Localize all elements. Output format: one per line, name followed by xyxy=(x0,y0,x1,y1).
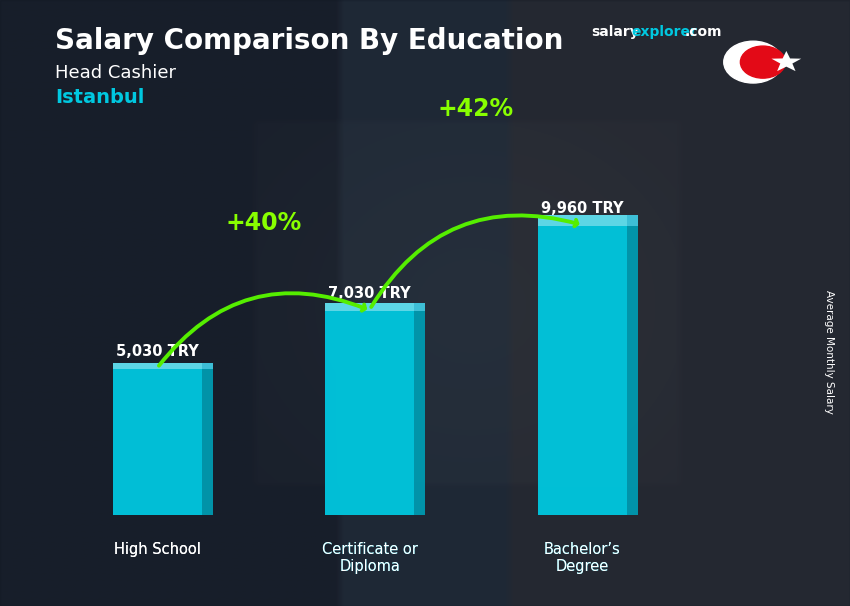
Text: Head Cashier: Head Cashier xyxy=(55,64,176,82)
Text: High School: High School xyxy=(114,542,201,557)
Text: Certificate or
Diploma: Certificate or Diploma xyxy=(322,542,417,574)
Polygon shape xyxy=(537,227,626,515)
Polygon shape xyxy=(414,303,425,311)
Text: Salary Comparison By Education: Salary Comparison By Education xyxy=(55,27,564,55)
Polygon shape xyxy=(414,311,425,515)
Text: High School: High School xyxy=(114,542,201,557)
Text: +42%: +42% xyxy=(438,97,514,121)
FancyArrowPatch shape xyxy=(159,293,365,365)
Text: .com: .com xyxy=(685,25,722,39)
Polygon shape xyxy=(626,215,638,227)
Polygon shape xyxy=(325,311,414,515)
Text: 5,030 TRY: 5,030 TRY xyxy=(116,344,199,359)
Text: salary: salary xyxy=(591,25,638,39)
Text: Certificate or
Diploma: Certificate or Diploma xyxy=(322,542,417,574)
Polygon shape xyxy=(112,369,202,515)
Text: Bachelor’s
Degree: Bachelor’s Degree xyxy=(544,542,620,574)
FancyArrowPatch shape xyxy=(371,215,577,307)
Polygon shape xyxy=(202,369,212,515)
Polygon shape xyxy=(325,303,414,311)
Polygon shape xyxy=(202,364,212,369)
Circle shape xyxy=(723,41,783,83)
Text: explorer: explorer xyxy=(632,25,697,39)
Text: 9,960 TRY: 9,960 TRY xyxy=(541,201,624,216)
Text: 7,030 TRY: 7,030 TRY xyxy=(328,287,411,301)
Text: +40%: +40% xyxy=(225,211,302,235)
Polygon shape xyxy=(537,215,626,227)
Text: Average Monthly Salary: Average Monthly Salary xyxy=(824,290,834,413)
Polygon shape xyxy=(112,364,202,369)
Text: Istanbul: Istanbul xyxy=(55,88,144,107)
Polygon shape xyxy=(772,51,802,71)
Circle shape xyxy=(740,46,785,78)
Text: Bachelor’s
Degree: Bachelor’s Degree xyxy=(544,542,620,574)
Polygon shape xyxy=(626,227,638,515)
